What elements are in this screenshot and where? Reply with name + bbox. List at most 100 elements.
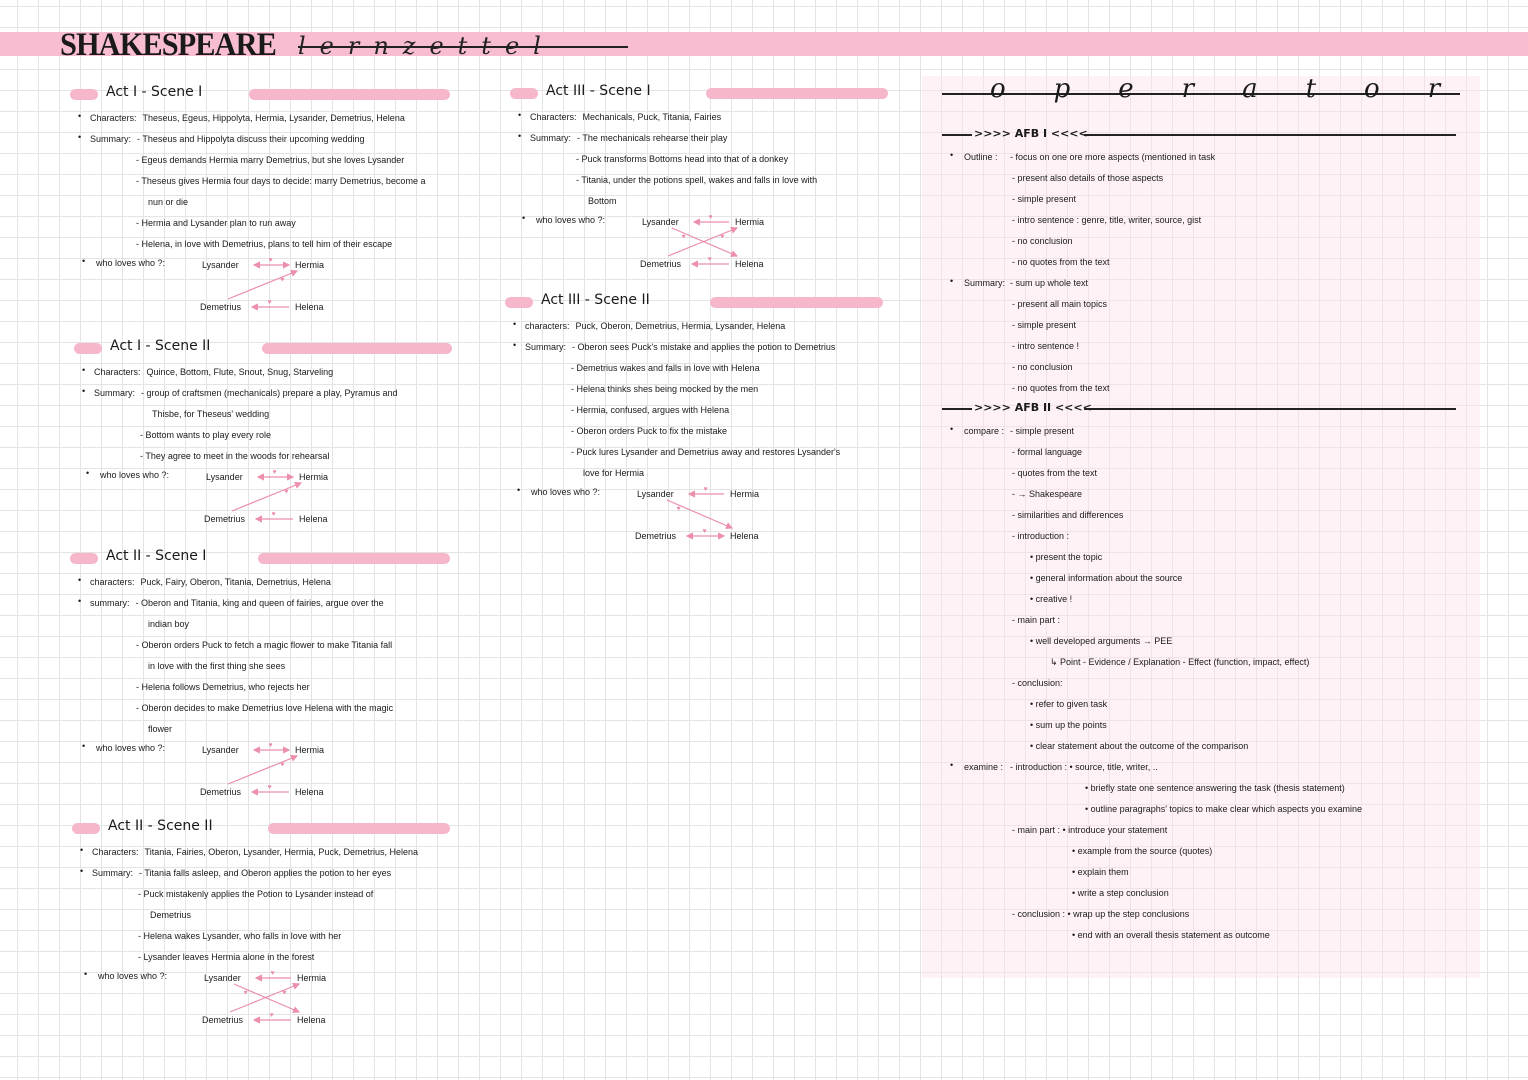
note-text: - introduction : • source, title, writer… <box>1010 762 1158 772</box>
bullet-icon: • <box>950 760 954 770</box>
note-line: Summary: - Oberon sees Puck's mistake and… <box>525 341 835 353</box>
note-line: - no conclusion <box>1012 361 1073 373</box>
note-text: - intro sentence : genre, title, writer,… <box>1012 215 1202 225</box>
heart-icon: ♥ <box>280 761 284 768</box>
page-subtitle: lernzettel <box>298 32 555 60</box>
note-line: - quotes from the text <box>1012 467 1097 479</box>
note-text: • general information about the source <box>1030 573 1183 583</box>
heart-icon: ♥ <box>677 505 681 512</box>
heart-icon: ♥ <box>720 233 724 240</box>
note-text: • clear statement about the outcome of t… <box>1030 741 1249 751</box>
note-line: Summary: - Titania falls asleep, and Ober… <box>92 867 391 879</box>
note-text: - Puck transforms Bottoms head into that… <box>576 154 789 164</box>
heading-pill-right <box>261 343 452 354</box>
bullet-icon: • <box>78 596 82 606</box>
note-text: - focus on one ore more aspects (mention… <box>1010 152 1216 162</box>
bullet-icon: • <box>950 424 954 434</box>
note-line: - Lysander leaves Hermia alone in the fo… <box>138 951 314 963</box>
note-text: ↳ Point - Evidence / Explanation - Effec… <box>1050 657 1310 667</box>
bullet-icon: • <box>86 468 90 478</box>
note-text: - simple present <box>1012 320 1077 330</box>
note-text: - Bottom wants to play every role <box>140 430 272 440</box>
scene-title: Act I - Scene II <box>110 338 211 354</box>
note-label: characters: <box>525 321 570 331</box>
note-line: - Oberon orders Puck to fetch a magic fl… <box>136 639 392 651</box>
note-line: - Titania, under the potions spell, wake… <box>576 174 817 186</box>
note-text: - Oberon sees Puck's mistake and applies… <box>572 342 836 352</box>
section-title: >>>> AFB II <<<< <box>974 401 1092 414</box>
heading-pill-left <box>505 297 533 308</box>
note-line: • end with an overall thesis statement a… <box>1072 929 1270 941</box>
section-rule <box>942 408 972 410</box>
note-text: • well developed arguments → PEE <box>1030 636 1173 646</box>
heading-pill-left <box>510 88 538 99</box>
note-text: Titania, Fairies, Oberon, Lysander, Herm… <box>144 847 418 857</box>
character-name: Demetrius <box>200 787 242 797</box>
heading-pill-left <box>74 343 102 354</box>
scene-title: Act II - Scene I <box>106 548 207 564</box>
who-loves-who-label: who loves who ?: <box>531 487 601 497</box>
note-text: - introduction : <box>1012 531 1070 541</box>
heading-pill-left <box>70 553 98 564</box>
note-text: Mechanicals, Puck, Titania, Fairies <box>582 112 722 122</box>
note-line: flower <box>148 723 172 735</box>
note-label: Outline : <box>964 152 998 162</box>
heart-icon: ♥ <box>709 214 713 221</box>
character-name: Lysander <box>637 489 674 499</box>
bullet-icon: • <box>84 969 88 979</box>
note-line: - Helena thinks shes being mocked by the… <box>571 383 758 395</box>
note-line: - Helena wakes Lysander, who falls in lo… <box>138 930 341 942</box>
note-text: - main part : <box>1012 615 1061 625</box>
love-arrow <box>227 754 299 785</box>
heart-icon: ♥ <box>270 1012 274 1019</box>
note-text: - quotes from the text <box>1012 468 1098 478</box>
note-text: - Demetrius wakes and falls in love with… <box>571 363 760 373</box>
note-line: - conclusion : • wrap up the step conclu… <box>1012 908 1189 920</box>
scene-title: Act II - Scene II <box>108 818 213 834</box>
bullet-icon: • <box>80 866 84 876</box>
note-text: - present all main topics <box>1012 299 1108 309</box>
section-rule <box>1084 134 1456 136</box>
note-text: - Theseus and Hippolyta discuss their up… <box>137 134 365 144</box>
subtitle-underline <box>298 46 628 48</box>
note-label: Characters: <box>530 112 577 122</box>
note-text: - no conclusion <box>1012 236 1073 246</box>
note-line: - similarities and differences <box>1012 509 1123 521</box>
character-name: Helena <box>295 302 324 312</box>
character-name: Hermia <box>730 489 760 499</box>
heart-icon: ♥ <box>703 528 707 535</box>
heart-icon: ♥ <box>682 233 686 240</box>
note-line: Thisbe, for Theseus' wedding <box>152 408 269 420</box>
character-name: Demetrius <box>204 514 246 524</box>
note-text: - Helena follows Demetrius, who rejects … <box>136 682 310 692</box>
note-line: - main part : <box>1012 614 1060 626</box>
note-text: Quince, Bottom, Flute, Snout, Snug, Star… <box>146 367 334 377</box>
note-label: Characters: <box>94 367 141 377</box>
note-line: - Hermia, confused, argues with Helena <box>571 404 729 416</box>
note-line: - Puck transforms Bottoms head into that… <box>576 153 788 165</box>
note-text: - Oberon orders Puck to fetch a magic fl… <box>136 640 393 650</box>
bullet-icon: • <box>950 150 954 160</box>
note-text: • briefly state one sentence answering t… <box>1085 783 1345 793</box>
heart-icon: ♥ <box>282 989 286 996</box>
who-loves-who-label: who loves who ?: <box>100 470 170 480</box>
love-diagram: ♥ ♥ ♥ <box>666 486 734 540</box>
note-line: - sum up whole text <box>1010 277 1088 289</box>
bullet-icon: • <box>78 575 82 585</box>
note-text: • outline paragraphs' topics to make cle… <box>1085 804 1363 814</box>
love-diagram: ♥ ♥ ♥ <box>231 469 303 523</box>
heart-icon: ♥ <box>284 488 288 495</box>
love-arrow <box>666 499 734 529</box>
bullet-icon: • <box>78 132 82 142</box>
heading-pill-right <box>268 823 450 834</box>
note-text: - similarities and differences <box>1012 510 1124 520</box>
note-text: - Puck mistakenly applies the Potion to … <box>138 889 374 899</box>
bullet-icon: • <box>513 319 517 329</box>
character-name: Helena <box>297 1015 326 1025</box>
love-diagram: ♥ ♥ ♥ <box>227 257 299 311</box>
section-title: >>>> AFB I <<<< <box>974 127 1088 140</box>
note-line: - simple present <box>1012 193 1076 205</box>
character-name: Hermia <box>295 260 325 270</box>
heart-icon: ♥ <box>268 784 272 791</box>
love-arrow <box>231 481 303 512</box>
